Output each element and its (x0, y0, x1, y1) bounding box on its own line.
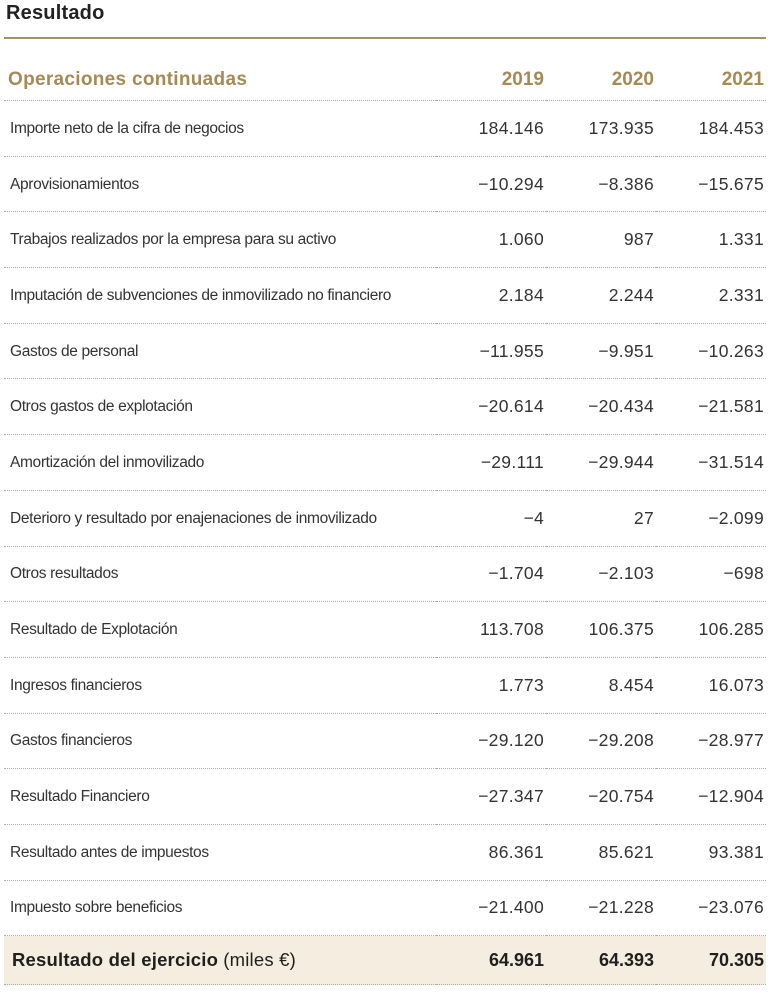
row-value: −31.514 (656, 434, 766, 491)
row-value: 987 (546, 211, 656, 269)
row-value: 1.060 (436, 211, 546, 269)
row-value: 173.935 (546, 100, 656, 157)
row-value: −698 (656, 546, 766, 603)
row-value: −23.076 (656, 880, 766, 937)
row-value: −20.614 (436, 378, 546, 436)
total-unit: (miles €) (223, 949, 296, 971)
title-divider (4, 37, 766, 39)
row-value: −9.951 (546, 323, 656, 380)
row-label: Gastos financieros (4, 713, 436, 770)
row-value: 2.184 (436, 267, 546, 324)
table-row: Otros gastos de explotación −20.614 −20.43… (4, 378, 766, 436)
row-label: Resultado de Explotación (4, 601, 436, 658)
row-value: 2.244 (546, 267, 656, 324)
table-row: Gastos de personal −11.955 −9.951 −10.263 (4, 323, 766, 380)
table-row: Gastos financieros −29.120 −29.208 −28.977 (4, 713, 766, 770)
row-value: 1.773 (436, 657, 546, 714)
table-row: Otros resultados −1.704 −2.103 −698 (4, 546, 766, 603)
table-row: Resultado antes de impuestos 86.361 85.621… (4, 824, 766, 881)
year-header: 2021 (656, 60, 766, 101)
row-value: 8.454 (546, 657, 656, 714)
row-label: Amortización del inmovilizado (4, 434, 436, 491)
row-value: 184.146 (436, 100, 546, 157)
row-value: 27 (546, 490, 656, 547)
row-value: −21.228 (546, 880, 656, 937)
row-label: Deterioro y resultado por enajenaciones … (4, 490, 436, 547)
row-value: −11.955 (436, 323, 546, 380)
row-value: −29.208 (546, 713, 656, 770)
row-value: −15.675 (656, 156, 766, 213)
table-row: Resultado Financiero −27.347 −20.754 −12.90… (4, 768, 766, 825)
row-value: −27.347 (436, 768, 546, 825)
row-label: Trabajos realizados por la empresa para … (4, 211, 436, 269)
section-header: Operaciones continuadas (4, 60, 436, 101)
row-label: Aprovisionamientos (4, 156, 436, 213)
row-value: −29.111 (436, 434, 546, 491)
row-label: Impuesto sobre beneficios (4, 880, 436, 937)
row-label: Importe neto de la cifra de negocios (4, 100, 436, 157)
row-value: −8.386 (546, 156, 656, 213)
row-value: −2.099 (656, 490, 766, 547)
row-value: 184.453 (656, 100, 766, 157)
row-value: 2.331 (656, 267, 766, 324)
row-label: Resultado antes de impuestos (4, 824, 436, 881)
year-header: 2020 (546, 60, 656, 101)
row-value: −20.434 (546, 378, 656, 436)
table-row: Resultado de Explotación 113.708 106.375 10… (4, 601, 766, 658)
total-value: 64.393 (546, 935, 656, 986)
results-table: Operaciones continuadas 2019 2020 2021 I… (4, 60, 766, 986)
row-label: Resultado Financiero (4, 768, 436, 825)
table-header-row: Operaciones continuadas 2019 2020 2021 (4, 60, 766, 101)
table-row: Deterioro y resultado por enajenaciones … (4, 490, 766, 547)
row-value: 86.361 (436, 824, 546, 881)
row-value: −4 (436, 490, 546, 547)
total-label-cell: Resultado del ejercicio (miles €) (4, 935, 436, 986)
table-row: Trabajos realizados por la empresa para … (4, 211, 766, 269)
row-label: Otros resultados (4, 546, 436, 603)
row-label: Otros gastos de explotación (4, 378, 436, 436)
row-value: −29.120 (436, 713, 546, 770)
total-value: 64.961 (436, 935, 546, 986)
row-label: Gastos de personal (4, 323, 436, 380)
row-value: 1.331 (656, 211, 766, 269)
row-value: 106.285 (656, 601, 766, 658)
table-row: Amortización del inmovilizado −29.111 −29.… (4, 434, 766, 491)
table-row: Ingresos financieros 1.773 8.454 16.073 (4, 657, 766, 714)
table-row: Imputación de subvenciones de inmoviliza… (4, 267, 766, 324)
row-value: −2.103 (546, 546, 656, 603)
row-value: −29.944 (546, 434, 656, 491)
table-body: Importe neto de la cifra de negocios 184.… (4, 100, 766, 937)
row-value: 93.381 (656, 824, 766, 881)
row-value: 113.708 (436, 601, 546, 658)
row-value: −21.400 (436, 880, 546, 937)
row-value: −1.704 (436, 546, 546, 603)
total-row: Resultado del ejercicio (miles €) 64.961… (4, 935, 766, 986)
row-value: −28.977 (656, 713, 766, 770)
row-label: Ingresos financieros (4, 657, 436, 714)
row-value: −20.754 (546, 768, 656, 825)
row-value: 16.073 (656, 657, 766, 714)
row-value: 106.375 (546, 601, 656, 658)
page-title: Resultado (6, 2, 105, 24)
row-value: −10.294 (436, 156, 546, 213)
total-value: 70.305 (656, 935, 766, 986)
row-label: Imputación de subvenciones de inmoviliza… (4, 267, 436, 324)
row-value: −21.581 (656, 378, 766, 436)
table-row: Aprovisionamientos −10.294 −8.386 −15.675 (4, 156, 766, 213)
row-value: −12.904 (656, 768, 766, 825)
total-label: Resultado del ejercicio (12, 949, 219, 971)
table-row: Impuesto sobre beneficios −21.400 −21.228−… (4, 880, 766, 937)
row-value: 85.621 (546, 824, 656, 881)
row-value: −10.263 (656, 323, 766, 380)
table-row: Importe neto de la cifra de negocios 184.… (4, 100, 766, 157)
year-header: 2019 (436, 60, 546, 101)
